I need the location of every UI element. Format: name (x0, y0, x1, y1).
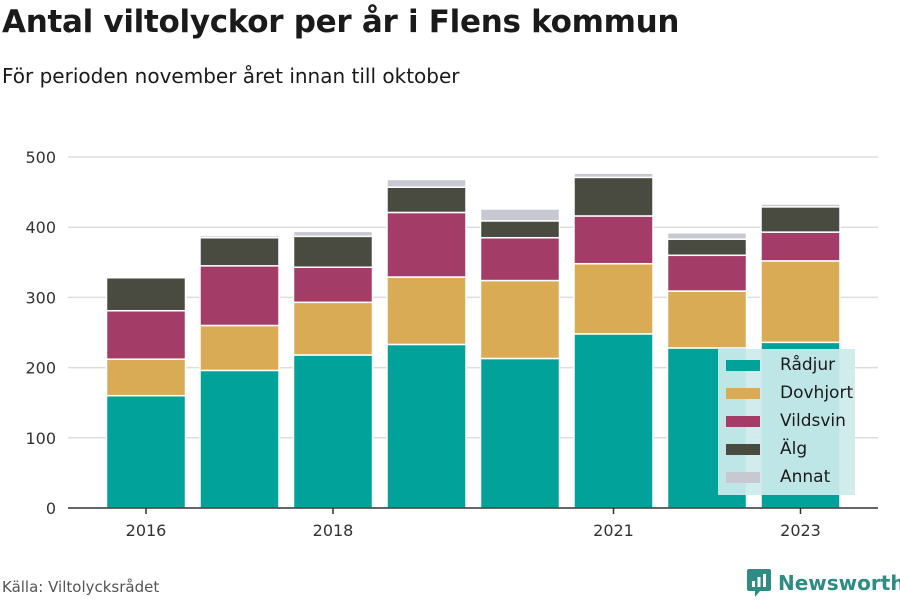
bar-segment (386, 211, 467, 278)
bar-segment (199, 324, 280, 372)
legend-swatch (726, 387, 760, 399)
legend-item: Vildsvin (726, 411, 846, 431)
y-tick-label: 400 (25, 218, 56, 237)
x-tick-label: 2016 (126, 521, 167, 540)
bar-segment (386, 178, 467, 188)
legend-label: Älg (780, 439, 808, 459)
legend-swatch (726, 359, 760, 371)
brand-name: Newsworthy (778, 571, 900, 595)
bar-segment (479, 279, 561, 360)
chart-title: Antal viltolyckor per år i Flens kommun (2, 4, 680, 40)
chart-legend: Rådjur Dovhjort Vildsvin Älg Annat (718, 349, 855, 495)
bar-segment (105, 309, 187, 360)
legend-label: Annat (780, 467, 831, 487)
bar-segment (199, 265, 280, 327)
y-tick-label: 300 (25, 288, 56, 307)
bar-segment (386, 276, 467, 346)
bar-segment (760, 206, 841, 233)
bar-segment (573, 333, 654, 509)
y-tick-label: 200 (25, 359, 56, 378)
x-tick-label: 2018 (313, 521, 354, 540)
bar-segment (199, 236, 280, 267)
legend-item: Rådjur (726, 355, 835, 375)
bar-segment (573, 262, 654, 335)
legend-item: Älg (726, 439, 807, 459)
y-tick-label: 100 (25, 429, 56, 448)
source-note: Källa: Viltolycksrådet (2, 578, 160, 596)
bar-segment (573, 215, 654, 265)
x-tick-label: 2021 (593, 521, 634, 540)
bar-segment (292, 354, 374, 509)
bar-segment (292, 230, 374, 238)
bar-segment (292, 235, 374, 268)
bar-segment (292, 266, 374, 304)
bar-segment (760, 231, 841, 262)
legend-swatch (726, 415, 760, 427)
brand-logo: Newsworthy (746, 568, 900, 598)
bar-segment (479, 236, 561, 282)
bar-segment (292, 301, 374, 356)
x-tick-label: 2023 (780, 521, 821, 540)
chart-subtitle: För perioden november året innan till ok… (2, 64, 460, 88)
bar-segment (105, 276, 187, 312)
newsworthy-logo-icon (747, 569, 771, 597)
bar-segment (479, 220, 561, 239)
legend-label: Dovhjort (780, 383, 854, 403)
bar-segment (199, 234, 280, 239)
y-tick-label: 0 (46, 499, 56, 518)
legend-item: Annat (726, 467, 830, 487)
bar-segment (573, 172, 654, 179)
legend-label: Vildsvin (780, 411, 846, 431)
bar-segment (666, 238, 748, 257)
bar-segment (479, 208, 561, 222)
bar-segment (666, 290, 748, 349)
bar-segment (105, 358, 187, 397)
legend-swatch (726, 443, 760, 455)
bar-segment (386, 186, 467, 214)
bar-segment (760, 260, 841, 344)
bar-segment (386, 343, 467, 509)
bar-segment (105, 394, 187, 509)
legend-item: Dovhjort (726, 383, 853, 403)
legend-swatch (726, 471, 760, 483)
bar-segment (760, 203, 841, 208)
bar-segment (479, 357, 561, 509)
bar-segment (666, 254, 748, 292)
bar-segment (666, 232, 748, 240)
y-tick-label: 500 (25, 148, 56, 167)
bar-segment (573, 176, 654, 217)
legend-label: Rådjur (780, 355, 836, 375)
bar-segment (199, 369, 280, 509)
